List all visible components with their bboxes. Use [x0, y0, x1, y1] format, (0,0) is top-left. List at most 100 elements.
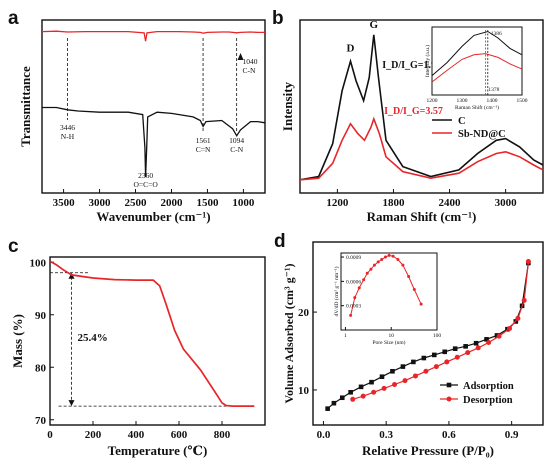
panel-c-y-tick-label: 80 [35, 362, 47, 374]
panel-d-legend-marker [446, 382, 452, 388]
panel-d-inset-x-tick-label: 1 [344, 333, 347, 339]
panel-b-y-label: Intensity [280, 81, 295, 131]
panel-a-frame [41, 19, 266, 194]
panel-a-annotation-arrowhead [237, 53, 244, 60]
panel-a-x-tick-label: 1000 [232, 197, 255, 209]
panel-a-annotation-text: 1094 [229, 136, 244, 145]
panel-c-y-tick-label: 100 [30, 257, 47, 269]
panel-d-inset-y-tick-label: 0.0009 [346, 255, 361, 261]
panel-d-x-tick-label: 0.6 [442, 429, 456, 441]
panel-a-annotation-text: C-N [230, 145, 244, 154]
panel-d-inset-point [376, 260, 380, 264]
panel-d-point-adsorption [379, 374, 385, 380]
panel-c-y-label: Mass (%) [10, 314, 25, 368]
panel-b-inset-x-tick-label: 1500 [517, 98, 528, 104]
panel-b-inset-marker-label: 1378 [488, 87, 499, 93]
panel-b-x-label: Raman Shift (cm⁻¹) [367, 209, 477, 224]
panel-b-inset-x-label: Raman Shift (cm⁻¹) [455, 104, 499, 111]
panel-b-ratio-sbnd: I_D/I_G=3.57 [384, 106, 443, 117]
panel-d-point-desorption [525, 258, 531, 264]
panel-d-inset-y-label: dV/dD (cm³ g⁻¹ nm⁻¹) [333, 266, 340, 316]
panel-d-inset-y-tick-label: 0.0006 [346, 279, 361, 285]
panel-d-y-tick-label: 10 [298, 385, 310, 397]
panel-d-inset-point [353, 296, 357, 300]
panel-d-point-desorption [515, 315, 521, 321]
panel-d-point-desorption [433, 364, 439, 370]
panel-d-inset-x-label: Pore Size (nm) [373, 339, 406, 346]
panel-b-series-1 [299, 116, 544, 181]
panel-d-point-desorption [496, 333, 502, 339]
panel-c-x-tick-label: 0 [47, 429, 53, 441]
panel-d-inset-point [396, 257, 400, 261]
panel-a-x-tick-label: 3500 [53, 197, 76, 209]
panel-a-annotation-text: 1561 [196, 136, 211, 145]
panel-d-point-desorption [454, 354, 460, 360]
panel-b-inset-series-0 [431, 30, 523, 76]
panel-d-point-adsorption [473, 340, 479, 346]
panel-a-series-1 [42, 106, 266, 178]
panel-c-y-tick-label: 90 [35, 310, 47, 322]
panel-d-point-adsorption [463, 344, 468, 349]
panel-d-point-desorption [507, 325, 513, 331]
panel-a-annotation-text: C-N [243, 66, 257, 75]
panel-d-y-tick-label: 20 [298, 307, 310, 319]
panel-b-x-tick-label: 1800 [382, 197, 405, 209]
panel-c-letter: c [8, 236, 19, 257]
panel-b-inset-frame [431, 26, 523, 96]
panel-d-point-desorption [423, 368, 429, 374]
panel-d-inset-point [362, 278, 366, 282]
panel-b-inset-y-label: Intensity (a.u.) [424, 45, 431, 77]
panel-d-point-desorption [521, 297, 527, 303]
panel-a-letter: a [8, 8, 19, 29]
panel-d-inset-frame [340, 252, 438, 331]
panel-d-point-adsorption [442, 349, 448, 355]
panel-a-series-0 [41, 30, 265, 42]
panel-d-point-adsorption [484, 337, 489, 342]
panel-d-x-label: Relative Pressure (P/P₀) [362, 443, 494, 458]
panel-d-point-desorption [392, 382, 398, 388]
panel-d-point-desorption [381, 385, 387, 391]
panel-d-point-adsorption [369, 379, 374, 385]
panel-d-inset-point [419, 302, 423, 306]
panel-b-letter: b [272, 8, 284, 29]
panel-c-y-tick-label: 70 [35, 415, 47, 427]
panel-d-inset-point [383, 255, 387, 259]
panel-b-peak-label: D [346, 42, 354, 54]
panel-d-inset-point [380, 257, 384, 261]
panel-d-inset-point [407, 275, 411, 279]
panel-d-inset-x-tick-label: 10 [388, 333, 394, 339]
panel-a-x-tick-label: 2500 [125, 197, 148, 209]
panel-d-point-adsorption [390, 368, 395, 374]
panel-d-point-desorption [360, 393, 366, 399]
panel-b-peak-label: G [370, 19, 379, 31]
panel-d-inset-x-tick-label: 100 [433, 333, 442, 339]
panel-c-x-tick-label: 200 [85, 429, 102, 441]
panel-a-x-label: Wavenumber (cm⁻¹) [96, 209, 210, 224]
panel-d-inset-point [349, 313, 353, 317]
panel-c-annotation: 25.4% [78, 332, 108, 344]
panel-d-point-desorption [475, 345, 481, 351]
panel-d-point-adsorption [431, 352, 437, 358]
panel-d-point-adsorption [411, 359, 416, 365]
panel-d-point-adsorption [339, 395, 345, 401]
panel-a-annotation-text: 3446 [60, 123, 75, 132]
panel-d-x-tick-label: 0.3 [379, 429, 393, 441]
panel-d-inset-point [357, 286, 361, 290]
panel-c-x-label: Temperature (℃) [108, 443, 208, 458]
panel-d-letter: d [274, 231, 286, 252]
panel-a-y-label: Transmittance [18, 66, 33, 147]
panel-a-annotation-text: 2360 [138, 171, 153, 180]
panel-c-frame [49, 256, 266, 426]
panel-d-point-adsorption [358, 384, 364, 390]
panel-b-inset-x-tick-label: 1400 [487, 98, 498, 104]
panel-a-annotation-text: 1040 [243, 57, 258, 66]
panel-d-point-desorption [350, 396, 356, 402]
panel-d-inset-y-tick-label: 0.0003 [346, 304, 361, 310]
panel-b-frame [299, 19, 544, 194]
panel-a-x-tick-label: 3000 [89, 197, 112, 209]
panel-b-ratio-c: I_D/I_G=1.91 [382, 60, 441, 71]
panel-d-point-desorption [444, 359, 450, 365]
panel-b-inset-x-tick-label: 1200 [427, 98, 438, 104]
panel-d-point-desorption [486, 339, 492, 345]
panel-d-inset-point [372, 263, 376, 267]
